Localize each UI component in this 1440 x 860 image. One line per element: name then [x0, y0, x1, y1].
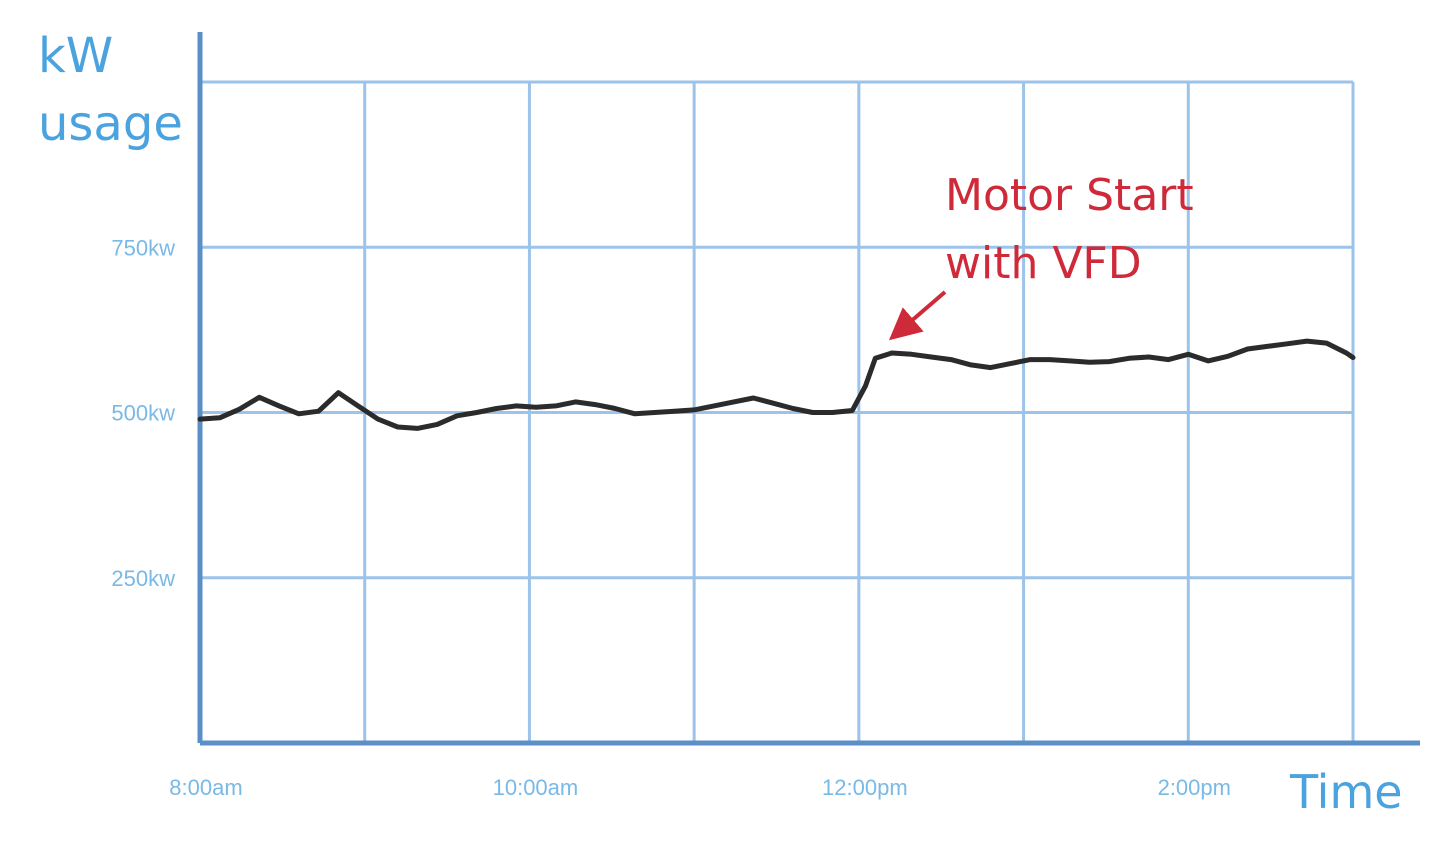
x-axis-label: Time	[1289, 765, 1403, 819]
y-axis-label-line-1: kW	[38, 28, 113, 84]
y-tick-labels: 250kw 500kw 750kw	[111, 235, 175, 591]
series-line	[197, 338, 1356, 431]
y-axis-label-line-2: usage	[38, 96, 183, 152]
x-tick-labels: 8:00am 10:00am 12:00pm 2:00pm	[169, 775, 1231, 800]
annotation-text: with VFD	[945, 238, 1142, 289]
y-tick-label: 250kw	[111, 566, 175, 591]
x-tick-label: 2:00pm	[1158, 775, 1231, 800]
x-tick-label: 12:00pm	[822, 775, 908, 800]
series-layer	[197, 338, 1356, 431]
annotation-arrow	[888, 290, 947, 341]
x-tick-label: 8:00am	[169, 775, 242, 800]
annotation-layer: Motor Start with VFD	[888, 170, 1194, 341]
y-tick-label: 750kw	[111, 235, 175, 260]
y-tick-label: 500kw	[111, 401, 175, 426]
x-tick-label: 10:00am	[493, 775, 579, 800]
annotation-text: Motor Start	[945, 170, 1194, 221]
axes	[197, 32, 1420, 746]
grid	[200, 80, 1355, 743]
